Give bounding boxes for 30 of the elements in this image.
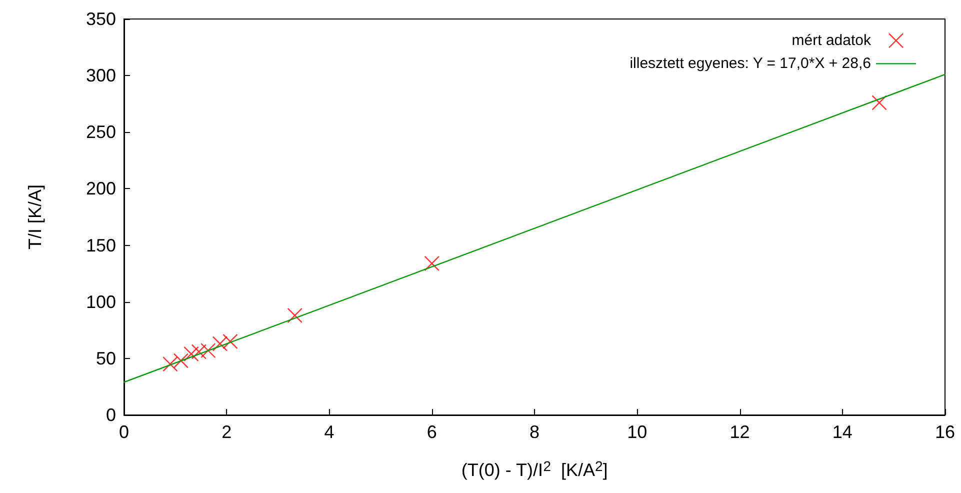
x-tick-label: 14 <box>832 422 852 442</box>
y-axis-title: T/I [K/A] <box>25 184 45 250</box>
x-tick-label: 4 <box>324 422 334 442</box>
x-tick-label: 16 <box>934 422 956 442</box>
y-tick-label: 200 <box>86 178 116 199</box>
legend-label: mért adatok <box>792 32 872 50</box>
point <box>222 334 238 350</box>
y-tick-label: 50 <box>96 348 116 368</box>
y-tick-label: 350 <box>86 9 116 29</box>
x-tick-label: 6 <box>426 422 437 442</box>
point <box>212 336 228 352</box>
legend-label: illesztett egyenes: Y = 17,0*X + 28,6 <box>630 55 871 72</box>
x-tick-label: 8 <box>529 422 540 442</box>
y-tick-label: 250 <box>86 122 116 142</box>
x-tick-label: 0 <box>118 422 130 442</box>
point <box>872 95 887 110</box>
x-tick-label: 2 <box>222 422 232 442</box>
point <box>162 356 178 372</box>
point <box>287 308 302 324</box>
x-tick-label: 12 <box>730 422 750 442</box>
point <box>200 342 216 358</box>
y-tick-label: 100 <box>86 292 116 312</box>
x-tick-label: 10 <box>627 422 648 442</box>
y-tick-label: 0 <box>106 405 116 425</box>
y-tick-label: 300 <box>86 66 116 86</box>
y-tick-label: 150 <box>86 235 116 256</box>
point <box>424 256 440 271</box>
point <box>173 353 189 368</box>
point <box>191 344 207 360</box>
point <box>184 346 199 362</box>
